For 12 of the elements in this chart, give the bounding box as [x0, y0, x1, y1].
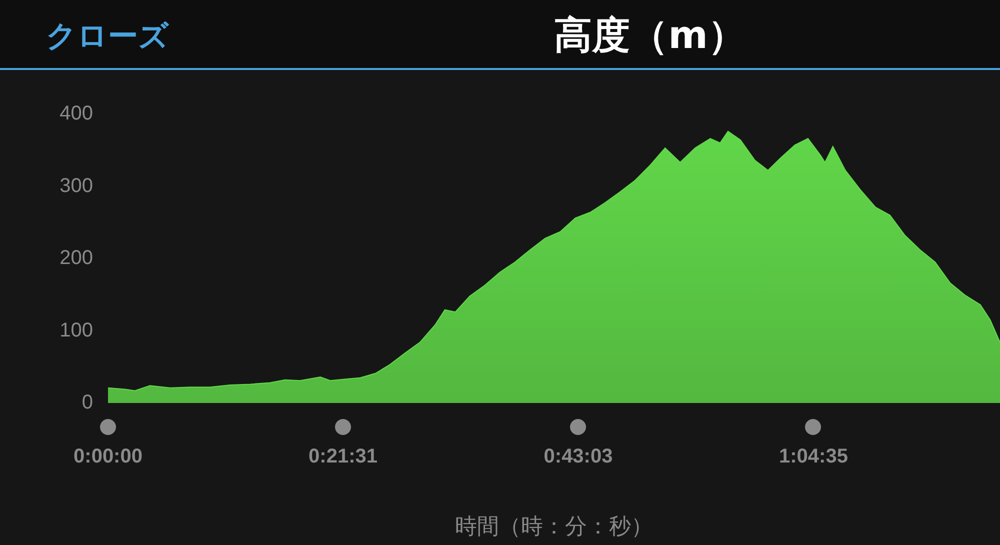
y-tick-label: 100 [60, 319, 93, 342]
x-tick-label: 0:00:00 [74, 446, 142, 468]
y-tick-label: 200 [60, 247, 93, 270]
x-axis-title: 時間（時：分：秒） [455, 514, 653, 540]
x-tick-label: 0:43:03 [544, 446, 613, 468]
x-tick-label: 0:21:31 [308, 446, 378, 468]
text: クローズ [46, 18, 169, 56]
y-tick-label: 400 [60, 102, 93, 125]
chart-title: 高度（m） [553, 12, 747, 59]
y-tick-label: 0 [82, 392, 93, 414]
y-tick-label: 300 [60, 174, 93, 197]
x-tick-label: 1:04:35 [779, 446, 848, 468]
